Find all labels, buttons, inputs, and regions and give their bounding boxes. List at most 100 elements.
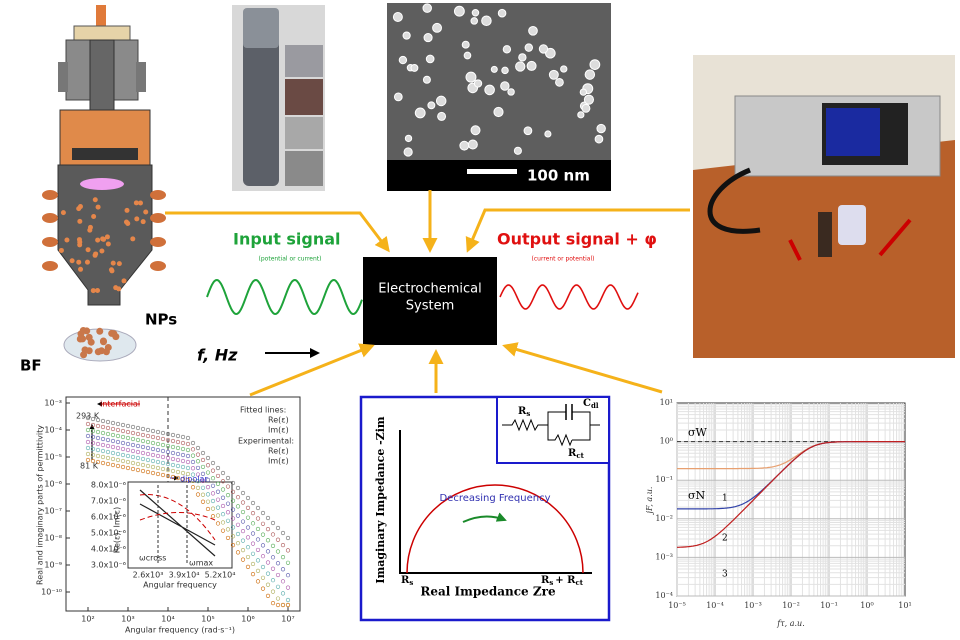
nanoparticle — [123, 219, 129, 225]
nanoparticle — [124, 207, 130, 213]
data-point — [145, 457, 151, 463]
sem-particle — [422, 75, 431, 84]
data-point — [170, 450, 176, 456]
data-point — [160, 454, 166, 460]
data-point — [230, 516, 236, 521]
data-point — [135, 425, 141, 431]
coil — [42, 213, 58, 223]
data-point — [210, 498, 216, 504]
data-point — [85, 427, 91, 433]
nps-label: NPs — [145, 311, 177, 329]
data-point — [130, 454, 136, 460]
axis-point: Rs — [401, 575, 413, 588]
data-point — [225, 484, 231, 489]
sem-particle — [528, 25, 538, 36]
nanoparticle — [140, 219, 146, 225]
data-point — [240, 490, 246, 496]
nanoparticle — [113, 285, 119, 291]
sem-particle — [526, 60, 537, 71]
powder — [108, 329, 116, 337]
bf-label: BF — [20, 357, 42, 375]
data-point — [215, 505, 221, 510]
data-point — [120, 464, 126, 470]
x-tick-label: 10² — [81, 615, 94, 624]
data-point — [90, 416, 96, 422]
nanoparticle — [110, 260, 116, 266]
input-title: Input signal — [233, 230, 341, 249]
data-point — [180, 458, 186, 464]
data-point — [85, 457, 91, 463]
nanoparticle — [134, 216, 140, 222]
sem-particle — [422, 3, 432, 13]
sem-particle — [437, 111, 447, 121]
data-point — [275, 596, 281, 601]
nanoparticle — [64, 237, 70, 243]
nyquist-panel — [359, 395, 611, 622]
data-point — [135, 431, 141, 437]
data-point — [95, 435, 101, 441]
data-point — [220, 470, 226, 476]
frequency-label: f, Hz — [197, 346, 238, 365]
powder — [96, 327, 104, 335]
nanoparticle — [138, 200, 144, 206]
data-point — [145, 463, 151, 469]
data-point — [280, 542, 286, 548]
data-point — [160, 466, 166, 472]
annotation: ωcross — [139, 554, 166, 563]
coil — [150, 237, 166, 247]
sem-particle — [427, 101, 436, 110]
data-point — [210, 483, 216, 488]
data-point — [85, 421, 91, 427]
data-point — [120, 452, 126, 458]
data-point — [90, 434, 96, 440]
inset-y-tick-label: 3.0x10⁻⁶ — [91, 561, 126, 570]
y-tick-label: 10⁻³ — [44, 399, 62, 408]
nanoparticle — [108, 267, 114, 273]
annotation: σN — [688, 489, 706, 502]
data-point — [215, 465, 221, 471]
inset-y-tick-label: 5.0x10⁻⁶ — [91, 529, 126, 538]
sem-particle — [518, 53, 527, 62]
data-point — [90, 458, 96, 464]
sem-particle — [524, 43, 534, 52]
data-point — [120, 422, 126, 428]
output-note: (current or potential) — [532, 256, 595, 263]
sem-particle — [594, 134, 604, 144]
coil — [42, 261, 58, 271]
circuit-label: Cdl — [583, 398, 599, 411]
data-point — [205, 455, 211, 461]
nanoparticle — [78, 266, 84, 272]
sem-particle — [596, 123, 606, 134]
sem-particle — [502, 45, 512, 54]
sem-particle — [545, 47, 556, 59]
data-point — [140, 450, 146, 456]
data-point — [170, 444, 176, 450]
x-tick-label: 10⁻² — [782, 601, 800, 610]
sem-particle — [579, 88, 588, 96]
data-point — [245, 564, 251, 569]
data-point — [220, 495, 226, 500]
data-point — [170, 468, 176, 474]
data-point — [95, 453, 101, 459]
data-point — [215, 521, 221, 526]
data-point — [285, 548, 291, 553]
circuit-label: Rs — [518, 406, 530, 419]
data-point — [170, 432, 176, 438]
data-point — [95, 423, 101, 429]
data-point — [215, 473, 221, 479]
sem-particle — [555, 77, 564, 87]
legend-entry: Im(ε) — [268, 457, 289, 466]
data-point — [230, 543, 236, 548]
data-point — [280, 530, 286, 536]
coil — [150, 261, 166, 271]
data-point — [285, 585, 291, 590]
vial-photo — [232, 5, 325, 191]
powder — [97, 347, 105, 355]
data-point — [150, 440, 156, 446]
data-point — [110, 420, 116, 426]
system-box — [363, 257, 497, 345]
data-point — [180, 434, 186, 440]
data-point — [170, 462, 176, 468]
data-point — [245, 495, 251, 501]
data-point — [105, 437, 111, 443]
